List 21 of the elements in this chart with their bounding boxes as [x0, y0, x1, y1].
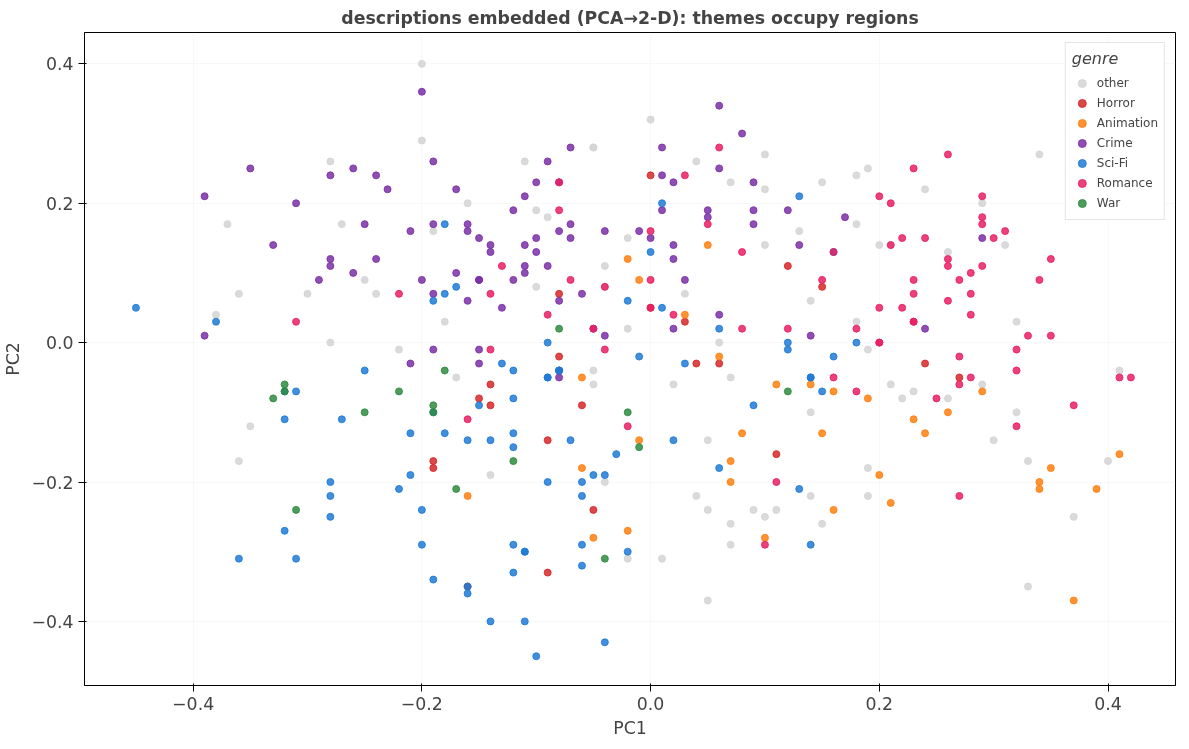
- y-tick-label: 0.2: [45, 193, 74, 214]
- y-tick-label: −0.2: [31, 472, 74, 493]
- legend-title: genre: [1071, 49, 1120, 68]
- legend-label: Romance: [1096, 176, 1153, 190]
- y-tick-label: 0.0: [45, 333, 74, 354]
- legend-label: Sci-Fi: [1096, 156, 1129, 170]
- legend-label: Horror: [1096, 96, 1135, 110]
- y-tick-label: −0.4: [31, 611, 74, 632]
- x-tick-label: −0.2: [400, 693, 443, 714]
- y-tick-label: 0.4: [45, 54, 74, 75]
- x-tick-label: 0.0: [636, 693, 665, 714]
- legend-label: other: [1096, 76, 1129, 90]
- x-tick-label: 0.4: [1094, 693, 1122, 714]
- legend-label: Animation: [1096, 116, 1158, 130]
- legend-label: Crime: [1096, 136, 1133, 150]
- chart-title: descriptions embedded (PCA→2-D): themes occupy regions: [341, 7, 919, 28]
- x-tick-label: −0.4: [172, 693, 215, 714]
- x-axis-title: PC1: [613, 717, 647, 738]
- x-tick-label: 0.2: [865, 693, 894, 714]
- legend-label: War: [1096, 196, 1121, 210]
- y-axis-title: PC2: [3, 342, 24, 376]
